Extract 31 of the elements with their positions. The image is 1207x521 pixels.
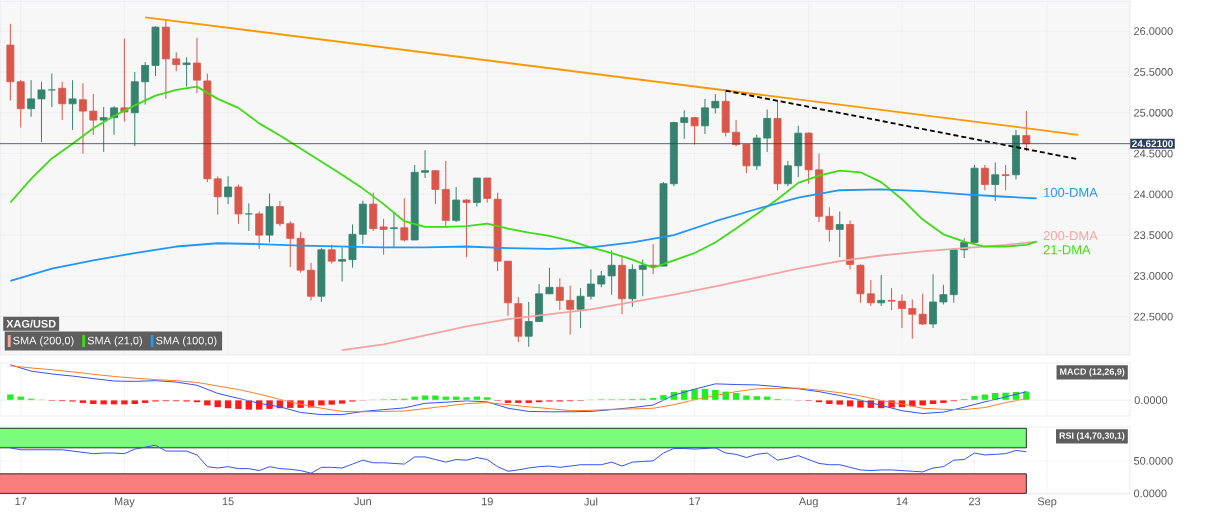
x-tick-label: 15 <box>222 497 234 506</box>
x-tick-label: 23 <box>968 497 981 506</box>
x-tick-label: Jun <box>354 497 371 506</box>
y-tick-label: 24.0000 <box>1134 190 1173 199</box>
chart-title: MACD (12,26,9) <box>1060 368 1125 377</box>
x-tick-label: 19 <box>481 497 493 506</box>
x-tick-label: 17 <box>689 497 701 506</box>
y-tick-label: 23.0000 <box>1134 272 1173 280</box>
x-tick-label: Sep <box>1037 497 1057 508</box>
x-tick-label: Aug <box>798 497 818 508</box>
x-tick-label: May <box>114 497 135 508</box>
text: RSI (14,70,30,1) <box>1059 432 1125 441</box>
x-tick-label: 17 <box>15 497 27 506</box>
legend-label: SMA (21,0) <box>87 336 142 347</box>
y-tick-label: 26.0000 <box>1134 27 1173 36</box>
legend-label: SMA (200,0) <box>13 336 74 347</box>
y-tick-label: 25.5000 <box>1134 68 1173 76</box>
y-tick-label: 0.0000 <box>1133 489 1167 498</box>
x-tick-label: Jul <box>584 497 598 506</box>
y-tick-label: 50.0000 <box>1133 456 1173 465</box>
text: XAG/USD <box>6 319 56 328</box>
legend-label: SMA (100,0) <box>156 336 217 347</box>
annotation: 100-DMA <box>1044 187 1098 197</box>
ref-line-label: 24.62100 <box>1132 140 1173 148</box>
annotation: 21-DMA <box>1043 245 1091 255</box>
y-tick-label: 24.5000 <box>1134 149 1173 158</box>
y-tick-label: 25.0000 <box>1134 108 1173 117</box>
annotation: 200-DMA <box>1043 231 1098 241</box>
y-tick-label: 23.5000 <box>1134 231 1173 239</box>
x-tick-label: 14 <box>896 497 908 506</box>
y-tick-label: 22.5000 <box>1134 312 1173 321</box>
